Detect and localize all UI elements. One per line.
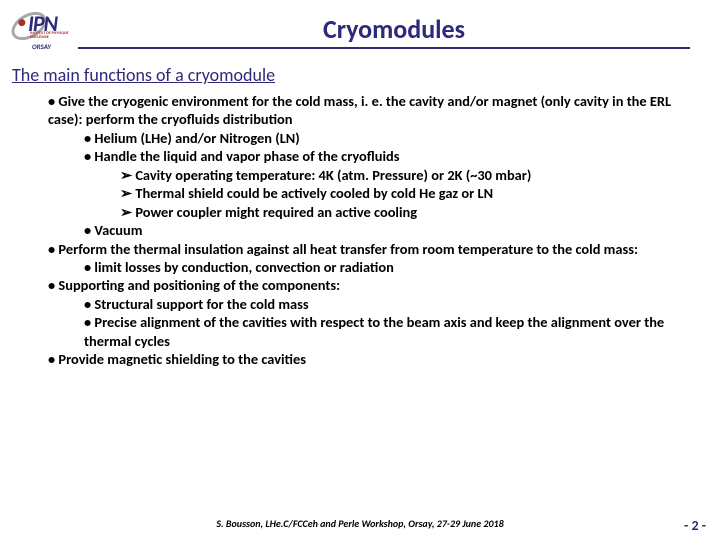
bullet-lvl2: Helium (LHe) and/or Nitrogen (LN) — [84, 129, 702, 147]
slide-title: Cryomodules — [323, 13, 465, 45]
bullet-lvl1: Give the cryogenic environment for the c… — [48, 92, 702, 129]
slide-content: Give the cryogenic environment for the c… — [0, 92, 720, 369]
slide-header: IPN INSTITUT DE PHYSIQUE NUCLÉAIRE ORSAY… — [0, 0, 720, 54]
logo-orsay-text: ORSAY — [32, 42, 51, 51]
footer-credit: S. Bousson, LHe.C/FCCeh and Perle Worksh… — [0, 517, 720, 530]
bullet-arrow: Thermal shield could be actively cooled … — [120, 184, 702, 202]
bullet-arrow: Power coupler might required an active c… — [120, 203, 702, 221]
section-subtitle: The main functions of a cryomodule — [0, 54, 720, 92]
page-number: - 2 - — [684, 517, 706, 534]
ipn-logo: IPN INSTITUT DE PHYSIQUE NUCLÉAIRE ORSAY — [10, 8, 78, 54]
bullet-lvl2: Handle the liquid and vapor phase of the… — [84, 147, 702, 165]
bullet-lvl1: Perform the thermal insulation against a… — [48, 240, 702, 258]
logo-subtitle: INSTITUT DE PHYSIQUE NUCLÉAIRE — [30, 32, 78, 40]
bullet-lvl2: limit losses by conduction, convection o… — [84, 258, 702, 276]
bullet-arrow: Cavity operating temperature: 4K (atm. P… — [120, 166, 702, 184]
bullet-lvl1: Provide magnetic shielding to the caviti… — [48, 350, 702, 368]
bullet-lvl2: Structural support for the cold mass — [84, 295, 702, 313]
bullet-lvl1: Supporting and positioning of the compon… — [48, 276, 702, 294]
title-container: Cryomodules — [78, 13, 710, 49]
bullet-lvl2: Vacuum — [84, 221, 702, 239]
title-underline — [78, 47, 690, 49]
bullet-lvl2: Precise alignment of the cavities with r… — [84, 313, 702, 350]
